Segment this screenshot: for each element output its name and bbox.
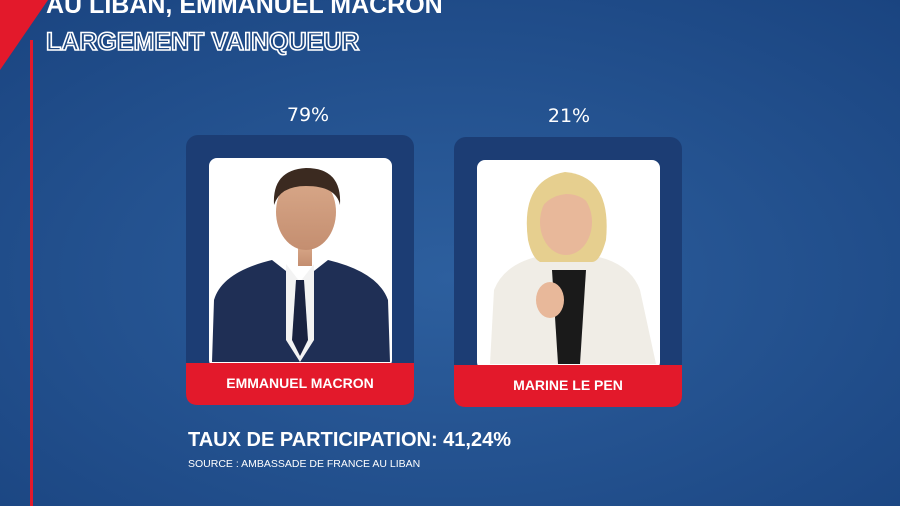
title-line1: AU LIBAN, EMMANUEL MACRON	[46, 0, 443, 19]
candidate-name: EMMANUEL MACRON	[226, 375, 374, 391]
title-line2: LARGEMENT VAINQUEUR	[46, 28, 359, 56]
side-line	[30, 40, 33, 506]
name-bar	[186, 363, 414, 405]
score: 21%	[548, 105, 590, 127]
corner-accent	[0, 0, 48, 70]
portrait	[212, 168, 390, 362]
score: 79%	[287, 104, 329, 126]
participation: TAUX DE PARTICIPATION: 41,24%	[188, 429, 511, 451]
portrait	[490, 172, 656, 364]
name-bar	[454, 365, 682, 407]
candidate-name: MARINE LE PEN	[513, 377, 623, 393]
source: SOURCE : AMBASSADE DE FRANCE AU LIBAN	[188, 458, 420, 470]
